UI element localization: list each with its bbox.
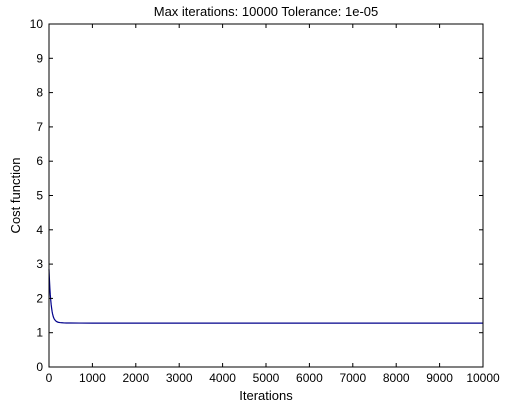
x-tick-label: 1000	[79, 371, 106, 385]
series-line	[48, 269, 483, 324]
y-tick-label: 5	[36, 189, 43, 203]
x-tick-label: 6000	[296, 371, 323, 385]
y-tick-label: 0	[36, 360, 43, 374]
series-layer	[48, 269, 483, 324]
x-axis-label: Iterations	[239, 388, 293, 403]
y-tick-label: 8	[36, 86, 43, 100]
y-tick-label: 1	[36, 326, 43, 340]
y-axis-ticks: 0 1 2 3 4 5 6 7 8 9 10	[30, 17, 483, 374]
x-tick-label: 5000	[253, 371, 280, 385]
y-tick-label: 7	[36, 120, 43, 134]
x-tick-label: 3000	[166, 371, 193, 385]
x-tick-label: 4000	[209, 371, 236, 385]
x-tick-label: 7000	[339, 371, 366, 385]
y-tick-label: 3	[36, 257, 43, 271]
x-tick-label: 10000	[466, 371, 500, 385]
y-axis-label: Cost function	[8, 158, 23, 234]
y-tick-label: 10	[30, 17, 44, 31]
x-tick-label: 8000	[383, 371, 410, 385]
chart-title: Max iterations: 10000 Tolerance: 1e-05	[154, 4, 379, 19]
plot-area	[49, 24, 483, 367]
x-tick-label: 9000	[426, 371, 453, 385]
x-axis-ticks: 0 1000 2000 3000 4000 5000 6000 7000 8000 9000 100…	[46, 24, 500, 385]
y-tick-label: 2	[36, 291, 43, 305]
x-tick-label: 2000	[122, 371, 149, 385]
y-tick-label: 4	[36, 223, 43, 237]
y-tick-label: 6	[36, 154, 43, 168]
y-tick-label: 9	[36, 51, 43, 65]
x-tick-label: 0	[46, 371, 53, 385]
